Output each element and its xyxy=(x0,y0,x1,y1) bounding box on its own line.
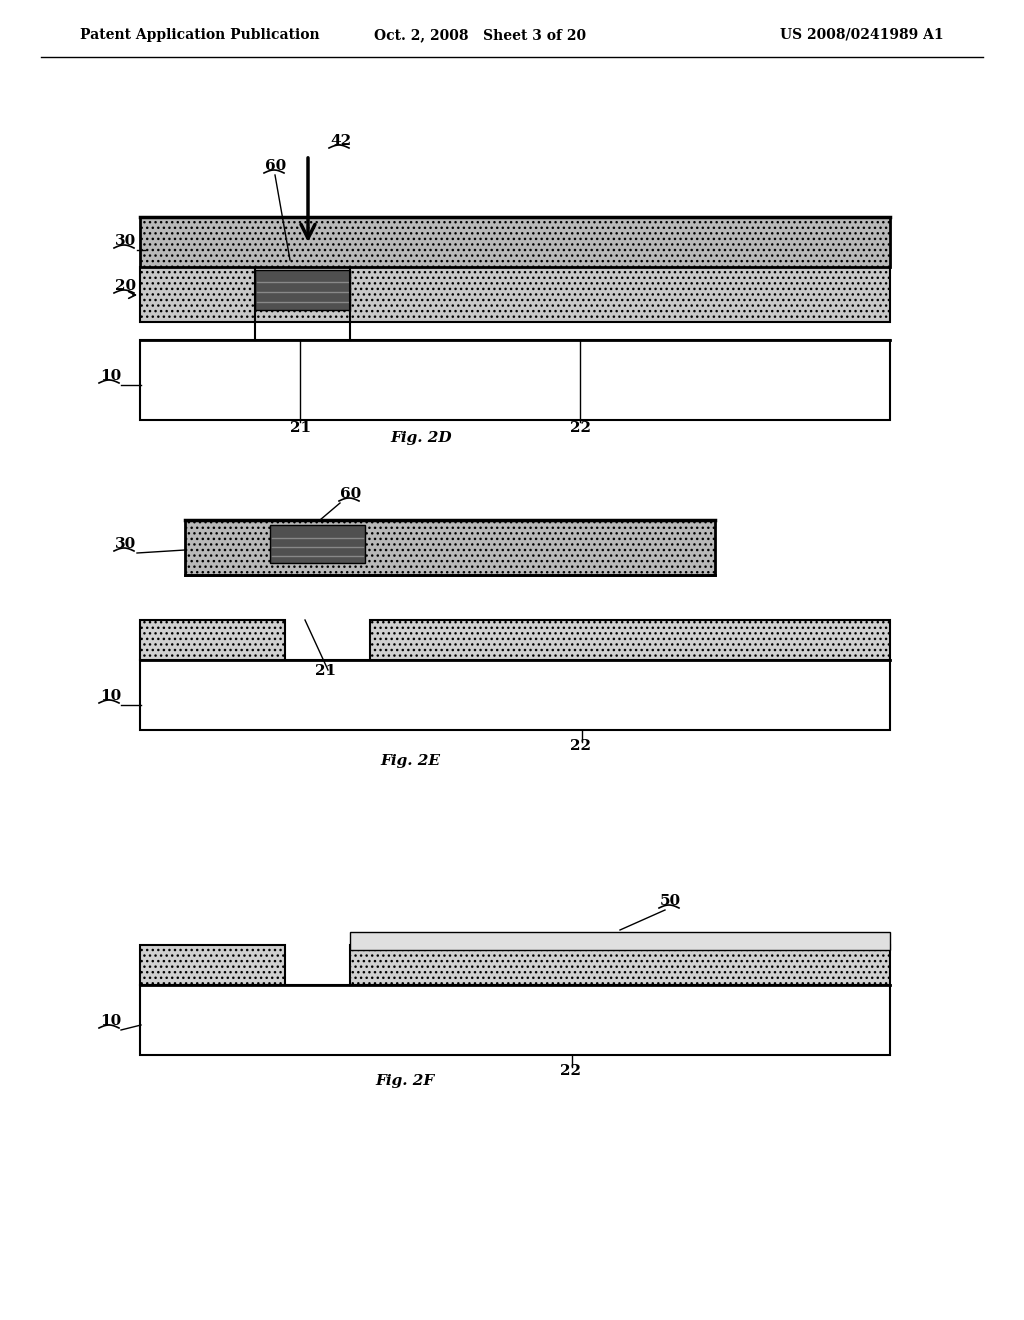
Text: Fig. 2F: Fig. 2F xyxy=(375,1074,434,1088)
Text: 10: 10 xyxy=(100,1014,121,1028)
Text: 60: 60 xyxy=(340,487,361,502)
Bar xyxy=(140,985,890,1055)
Text: 10: 10 xyxy=(100,370,121,383)
Text: 21: 21 xyxy=(290,421,311,436)
Text: 30: 30 xyxy=(115,234,136,248)
Bar xyxy=(350,945,890,985)
Bar xyxy=(255,271,350,310)
Bar xyxy=(350,932,890,950)
Text: 50: 50 xyxy=(660,894,681,908)
Text: 22: 22 xyxy=(560,1064,581,1078)
Text: Patent Application Publication: Patent Application Publication xyxy=(80,28,319,42)
Text: US 2008/0241989 A1: US 2008/0241989 A1 xyxy=(780,28,944,42)
Text: Fig. 2D: Fig. 2D xyxy=(390,432,452,445)
Text: 21: 21 xyxy=(315,664,336,678)
Bar xyxy=(140,341,890,420)
Bar xyxy=(140,620,285,660)
Text: 30: 30 xyxy=(115,537,136,550)
Bar xyxy=(140,945,285,985)
Text: 20: 20 xyxy=(115,279,136,293)
Bar xyxy=(140,267,890,322)
Text: 60: 60 xyxy=(265,158,287,173)
Bar xyxy=(270,525,365,564)
Bar xyxy=(140,660,890,730)
Text: Fig. 2E: Fig. 2E xyxy=(380,754,440,768)
Text: Oct. 2, 2008   Sheet 3 of 20: Oct. 2, 2008 Sheet 3 of 20 xyxy=(374,28,586,42)
Bar xyxy=(370,620,890,660)
Text: 10: 10 xyxy=(100,689,121,704)
Bar xyxy=(140,216,890,267)
Text: 22: 22 xyxy=(570,739,591,752)
Text: 42: 42 xyxy=(330,135,351,148)
Text: 22: 22 xyxy=(570,421,591,436)
Bar xyxy=(185,520,715,576)
